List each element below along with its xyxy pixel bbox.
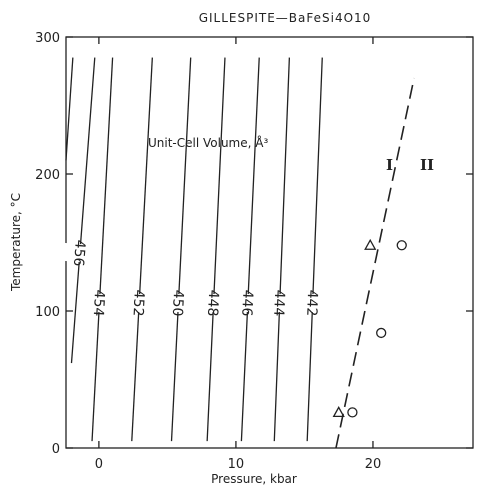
contour-label-454: 454 — [90, 289, 107, 317]
chart-title: GILLESPITE—BaFeSi4O10 — [199, 11, 372, 25]
contour-label-gap — [227, 293, 269, 313]
contour-line-448 — [206, 57, 226, 442]
marker-group — [332, 238, 407, 418]
y-tick-label: 300 — [35, 31, 60, 46]
contour-line-454 — [91, 57, 114, 442]
x-tick-label: 0 — [95, 457, 103, 472]
x-tick-label: 20 — [365, 457, 382, 472]
contour-group: 456 454 452 450 448 446 444 442 — [59, 57, 415, 449]
contour-label-gap — [259, 293, 301, 313]
x-axis-label: Pressure, kbar — [211, 472, 297, 486]
y-tick-label: 0 — [52, 442, 60, 457]
phase-boundary-line — [335, 77, 415, 449]
y-tick-label: 100 — [35, 305, 60, 320]
data-point-circle — [376, 327, 387, 339]
data-point-circle — [347, 407, 358, 418]
contour-label-gap — [158, 293, 199, 314]
data-point-circle — [396, 240, 407, 251]
phase-label-ii: II — [420, 156, 434, 174]
contour-label-456: 456 — [70, 239, 88, 267]
y-tick-label: 200 — [35, 168, 60, 183]
contour-label-gap — [118, 292, 160, 314]
contour-label-gap — [193, 293, 234, 313]
plot-frame — [65, 36, 474, 449]
contour-line-444 — [273, 57, 291, 442]
contour-line-456 — [70, 57, 96, 364]
data-point-triangle — [364, 238, 377, 250]
x-tick-label: 10 — [228, 457, 245, 472]
contour-label-gap — [78, 292, 120, 314]
contour-annotation: Unit-Cell Volume, Å³ — [148, 135, 268, 150]
contour-line-446 — [240, 57, 260, 442]
contour-label-444: 444 — [270, 289, 287, 316]
contour-label-452: 452 — [129, 289, 146, 317]
contour-label-446: 446 — [238, 289, 255, 317]
contour-label-442: 442 — [303, 289, 320, 316]
contour-line-partial — [65, 57, 74, 161]
contour-label-gap — [292, 293, 333, 313]
contour-line-452 — [131, 57, 153, 442]
phase-label-i: I — [386, 156, 393, 174]
contour-label-450: 450 — [169, 289, 186, 317]
data-point-triangle — [332, 406, 345, 418]
y-axis-label: Temperature, °C — [9, 193, 23, 292]
contour-line-450 — [170, 57, 192, 442]
contour-label-gap — [59, 242, 101, 264]
contour-line-442 — [306, 57, 323, 442]
contour-label-448: 448 — [204, 289, 221, 316]
